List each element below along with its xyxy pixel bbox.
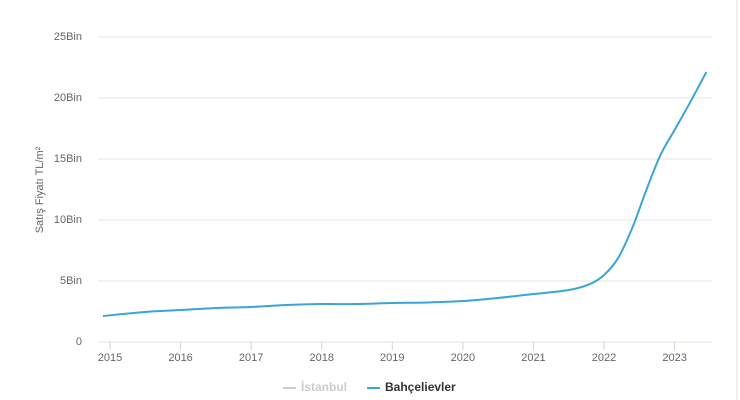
y-tick-label: 0 [76, 336, 82, 348]
y-tick-label: 20Bin [54, 92, 82, 104]
x-tick-label: 2020 [451, 352, 475, 364]
x-tick-label: 2019 [380, 352, 404, 364]
y-tick-label: 15Bin [54, 153, 82, 165]
y-axis-label: Satış Fiyatı TL/m² [34, 146, 46, 233]
x-tick-label: 2018 [309, 352, 333, 364]
x-tick-label: 2015 [98, 352, 122, 364]
x-tick-label: 2021 [521, 352, 545, 364]
legend-label[interactable]: İstanbul [301, 379, 347, 394]
x-tick-label: 2023 [662, 352, 686, 364]
x-tick-label: 2022 [592, 352, 616, 364]
y-tick-label: 5Bin [60, 275, 82, 287]
y-tick-label: 10Bin [54, 214, 82, 226]
y-tick-label: 25Bin [54, 31, 82, 43]
x-tick-label: 2016 [168, 352, 192, 364]
series-line [102, 71, 708, 318]
legend-label[interactable]: Bahçelievler [385, 380, 456, 394]
x-tick-label: 2017 [239, 352, 263, 364]
